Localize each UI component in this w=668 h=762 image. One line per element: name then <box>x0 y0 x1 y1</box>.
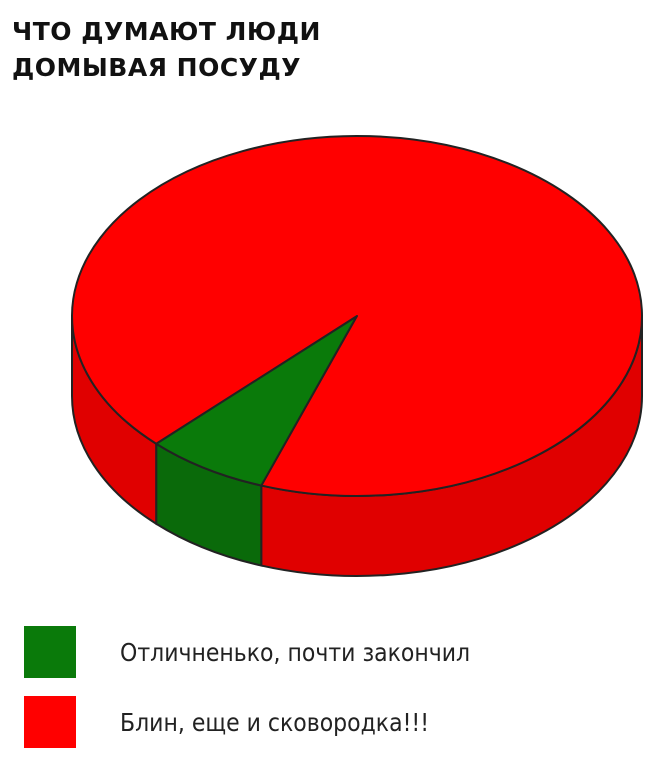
legend-label-green: Отличненько, почти закончил <box>120 637 471 667</box>
legend-swatch-red <box>24 696 76 748</box>
pie-slice-0 <box>155 315 358 487</box>
legend-item-red: Блин, еще и сковородка!!! <box>24 696 471 748</box>
chart-title: ЧТО ДУМАЮТ ЛЮДИ ДОМЫВАЯ ПОСУДУ <box>12 14 321 86</box>
legend-swatch-green <box>24 626 76 678</box>
legend-item-green: Отличненько, почти закончил <box>24 626 518 678</box>
title-line-2: ДОМЫВАЯ ПОСУДУ <box>12 53 301 82</box>
pie-slice-1 <box>71 135 643 497</box>
title-line-1: ЧТО ДУМАЮТ ЛЮДИ <box>12 17 321 46</box>
pie-chart <box>71 135 643 577</box>
legend-label-red: Блин, еще и сковородка!!! <box>120 707 430 737</box>
